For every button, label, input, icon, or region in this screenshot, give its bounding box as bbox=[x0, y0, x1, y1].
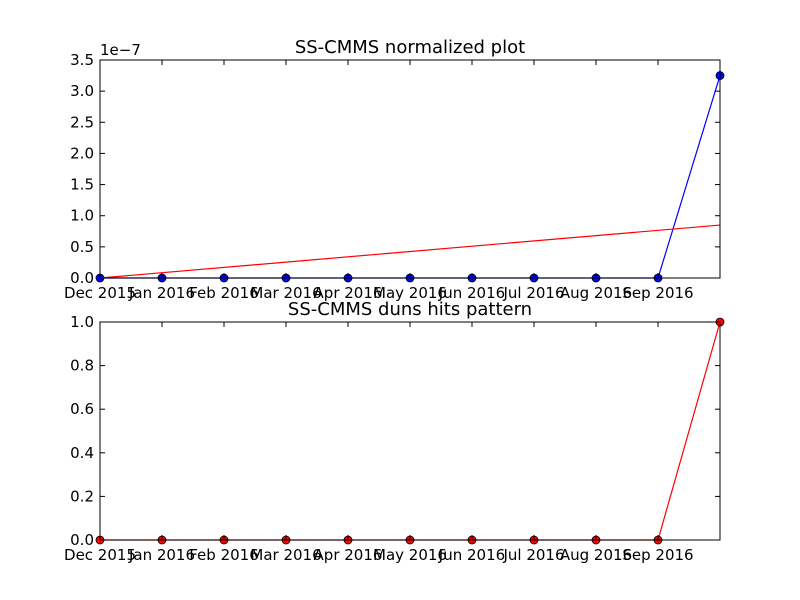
x-tick-label: May 2016 bbox=[373, 546, 447, 564]
chart-title: SS-CMMS duns hits pattern bbox=[288, 299, 532, 320]
y-tick-label: 3.0 bbox=[70, 82, 94, 100]
y-tick-label: 0.4 bbox=[70, 444, 94, 462]
y-tick-label: 0.0 bbox=[70, 531, 94, 549]
x-tick-label: Dec 2015 bbox=[64, 284, 136, 302]
series-line bbox=[100, 321, 721, 541]
x-tick-label: Mar 2016 bbox=[250, 546, 321, 564]
x-tick-label: Jul 2016 bbox=[502, 546, 564, 564]
plot-frame bbox=[99, 321, 721, 541]
plot-frame bbox=[99, 59, 721, 279]
x-tick-label: Sep 2016 bbox=[622, 284, 693, 302]
y-tick-label: 3.5 bbox=[70, 51, 94, 69]
plot-normalized: SS-CMMS normalized plot 1e−7 0.0 0.5 1.0 1.… bbox=[64, 37, 725, 302]
x-tick-label: Apr 2016 bbox=[314, 546, 383, 564]
y-tick-label: 0.0 bbox=[70, 269, 94, 287]
y-tick-label: 0.2 bbox=[70, 487, 94, 505]
x-tick-label: Aug 2016 bbox=[560, 284, 632, 302]
y-offset-label: 1e−7 bbox=[100, 41, 141, 59]
plot-duns-hits: SS-CMMS duns hits pattern 0.0 0.2 0.4 0.6 0.… bbox=[64, 299, 725, 564]
y-tick-label: 1.0 bbox=[70, 313, 94, 331]
x-tick-label: Aug 2016 bbox=[560, 546, 632, 564]
y-tick-label: 1.5 bbox=[70, 176, 94, 194]
y-tick-label: 1.0 bbox=[70, 207, 94, 225]
x-tick-label: Feb 2016 bbox=[189, 546, 259, 564]
y-tick-label: 0.5 bbox=[70, 238, 94, 256]
chart-title: SS-CMMS normalized plot bbox=[295, 37, 525, 58]
x-tick-label: Sep 2016 bbox=[622, 546, 693, 564]
x-tick-label: Mar 2016 bbox=[250, 284, 321, 302]
series-line bbox=[99, 224, 721, 279]
x-tick-label: Jun 2016 bbox=[438, 284, 505, 302]
x-tick-label: Feb 2016 bbox=[189, 284, 259, 302]
y-tick-label: 2.0 bbox=[70, 144, 94, 162]
y-tick-label: 2.5 bbox=[70, 113, 94, 131]
x-tick-label: May 2016 bbox=[373, 284, 447, 302]
series-line bbox=[100, 75, 721, 279]
y-tick-label: 0.6 bbox=[70, 400, 94, 418]
x-tick-label: Jun 2016 bbox=[438, 546, 505, 564]
x-tick-label: Apr 2016 bbox=[314, 284, 383, 302]
x-tick-label: Dec 2015 bbox=[64, 546, 136, 564]
y-tick-label: 0.8 bbox=[70, 357, 94, 375]
x-tick-label: Jul 2016 bbox=[502, 284, 564, 302]
x-tick-label: Jan 2016 bbox=[128, 546, 195, 564]
x-tick-label: Jan 2016 bbox=[128, 284, 195, 302]
